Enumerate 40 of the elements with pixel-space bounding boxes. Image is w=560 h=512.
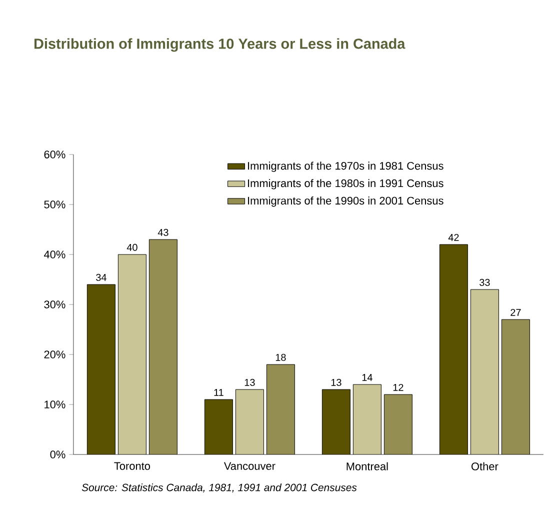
data-label: 40 bbox=[126, 244, 138, 251]
data-label: 18 bbox=[276, 354, 286, 361]
bar bbox=[322, 389, 350, 454]
x-tick-label: Other bbox=[472, 462, 498, 470]
x-tick-label: Montreal bbox=[346, 462, 388, 470]
bar bbox=[439, 244, 468, 454]
bar bbox=[204, 399, 233, 454]
y-tick-label: 30% bbox=[44, 300, 66, 308]
bar bbox=[501, 319, 530, 454]
bar bbox=[353, 384, 382, 454]
data-label: 42 bbox=[448, 234, 459, 241]
source-note: Source: Statistics Canada, 1981, 1991 and 2001 Censuses bbox=[82, 484, 357, 492]
data-label: 12 bbox=[393, 384, 404, 391]
data-label: 34 bbox=[96, 274, 106, 281]
y-tick-label: 50% bbox=[44, 200, 66, 208]
data-label: 11 bbox=[214, 389, 224, 396]
chart-title: Distribution of Immigrants 10 Years or Less in Canada bbox=[34, 38, 406, 52]
y-tick-label: 0% bbox=[50, 450, 66, 458]
data-label: 13 bbox=[331, 378, 342, 386]
bar bbox=[87, 284, 116, 454]
legend-label: Immigrants of the 1970s in 1981 Census bbox=[248, 162, 444, 172]
y-tick-label: 10% bbox=[44, 400, 66, 408]
y-tick-label: 40% bbox=[44, 250, 66, 258]
data-label: 27 bbox=[510, 308, 521, 316]
data-label: 13 bbox=[244, 378, 255, 386]
bar bbox=[266, 364, 295, 454]
y-tick-label: 60% bbox=[44, 150, 66, 158]
data-label: 43 bbox=[158, 228, 168, 236]
x-tick-label: Vancouver bbox=[224, 462, 276, 470]
bar bbox=[236, 389, 264, 454]
bar bbox=[470, 289, 499, 454]
y-tick-label: 20% bbox=[44, 350, 66, 358]
data-label: 33 bbox=[480, 278, 490, 286]
data-label: 14 bbox=[362, 374, 372, 381]
bar bbox=[384, 394, 412, 454]
x-tick-label: Toronto bbox=[114, 462, 150, 470]
bar bbox=[149, 239, 178, 454]
legend-label: Immigrants of the 1980s in 1991 Census bbox=[248, 179, 444, 190]
legend-label: Immigrants of the 1990s in 2001 Census bbox=[248, 196, 444, 207]
bar bbox=[118, 254, 146, 454]
